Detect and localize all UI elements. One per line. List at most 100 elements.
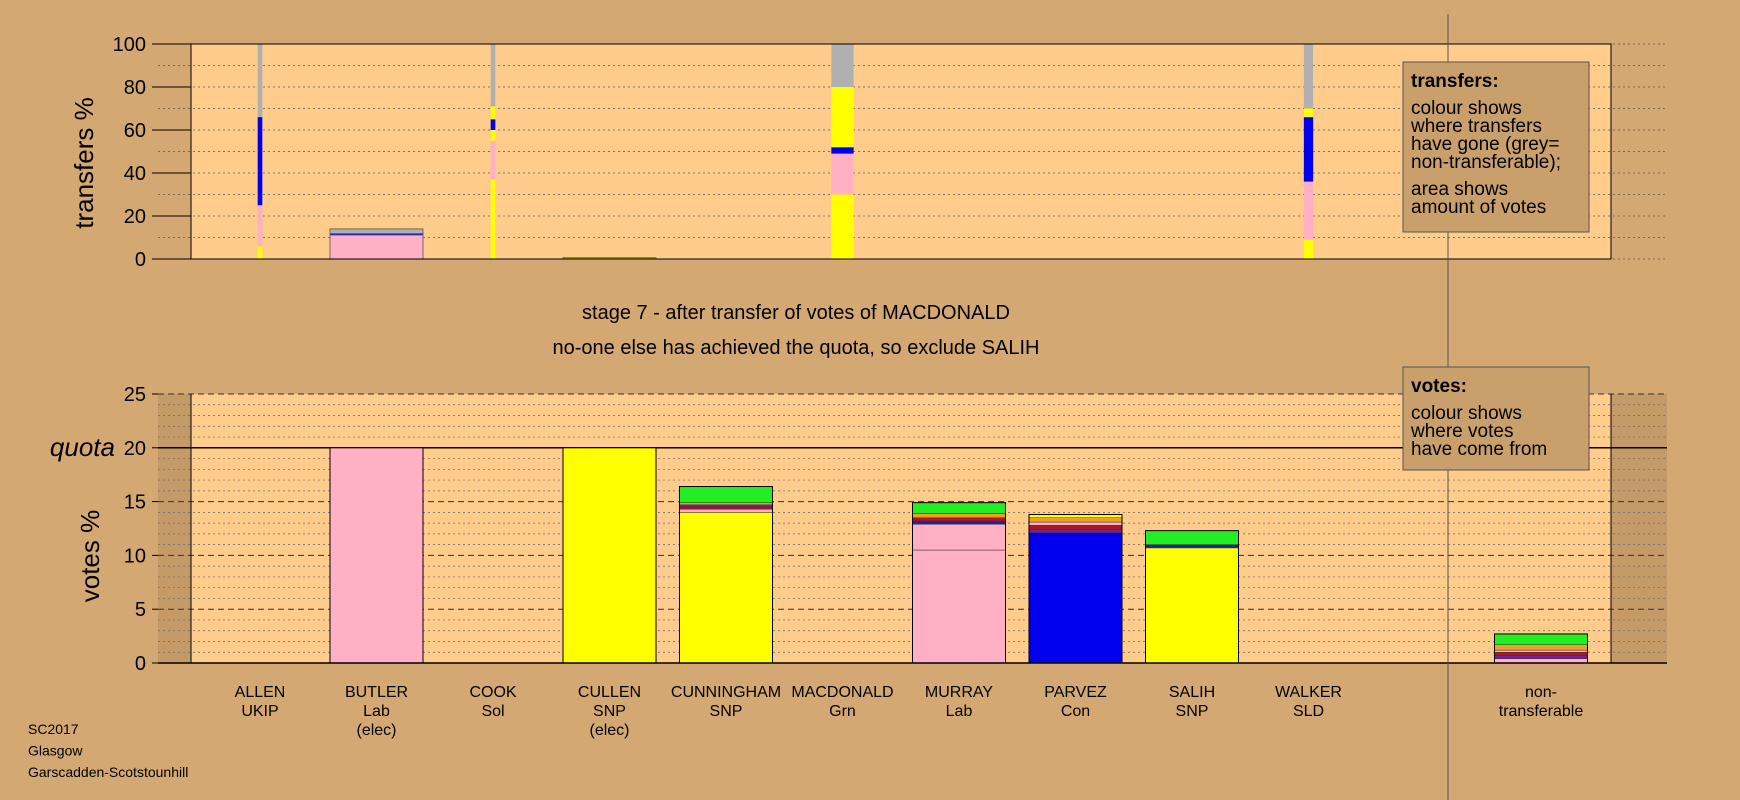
vote-segment-cunningham (679, 506, 773, 510)
vote-segment-murray (912, 549, 1006, 664)
transfer-segment-allen (257, 205, 263, 247)
vote-segment-non (1494, 644, 1588, 651)
vote-segment-parvez (1028, 521, 1123, 526)
transfer-segment-butler (330, 228, 423, 234)
transfer-segment-macdonald (831, 87, 854, 148)
candidate-label: BUTLER (345, 684, 408, 701)
candidate-label: SALIH (1169, 684, 1215, 701)
candidate-label: Lab (946, 703, 973, 720)
transfers-note-line: amount of votes (1411, 197, 1546, 218)
vote-segment-murray (912, 520, 1006, 525)
transfer-segment-walker (1303, 117, 1314, 182)
votes-tick-label: 10 (124, 545, 146, 567)
vote-segment-cunningham (679, 504, 773, 508)
candidate-label: ALLEN (235, 684, 286, 701)
vote-segment-parvez (1028, 532, 1123, 664)
transfers-frame (190, 43, 1612, 260)
transfer-segment-walker (1303, 44, 1314, 109)
votes-right-margin (1611, 394, 1667, 663)
transfers-note-line: area shows (1411, 179, 1508, 200)
candidate-label: SLD (1293, 703, 1324, 720)
vote-segment-cullen (562, 447, 657, 664)
quota-label: quota (50, 432, 115, 462)
transfer-segment-allen (257, 44, 263, 118)
votes-plot-area (191, 394, 1611, 663)
vote-segment-salih (1145, 547, 1239, 664)
candidate-label: SNP (593, 703, 626, 720)
votes-note-title: votes: (1411, 376, 1467, 397)
vote-segment-murray (912, 502, 1006, 514)
candidate-label: (elec) (356, 722, 396, 739)
transfer-segment-cook (490, 106, 496, 120)
vote-segment-parvez (1028, 529, 1123, 534)
footer-line: SC2017 (28, 721, 79, 737)
transfer-segment-macdonald (831, 194, 854, 259)
candidate-label: WALKER (1275, 684, 1342, 701)
votes-tick-label: 5 (135, 599, 146, 621)
transfer-segment-cook (490, 179, 496, 259)
vote-segment-salih (1145, 544, 1239, 549)
transfer-segment-cullen (563, 257, 656, 259)
transfers-note-line: non-transferable); (1411, 152, 1561, 173)
candidate-label: transferable (1499, 703, 1584, 720)
transfer-segment-cook (490, 119, 496, 130)
stage-title: stage 7 - after transfer of votes of MAC… (582, 302, 1010, 324)
transfer-segment-walker (1303, 181, 1314, 240)
vote-segment-cunningham (679, 502, 773, 506)
vote-segment-murray (912, 523, 1006, 551)
vote-segment-non (1494, 655, 1588, 659)
votes-tick-label: 0 (135, 653, 146, 675)
transfers-note-line: have gone (grey= (1411, 134, 1559, 155)
candidate-label: CUNNINGHAM (671, 684, 781, 701)
candidate-label: COOK (469, 684, 516, 701)
vote-segment-murray (912, 513, 1006, 518)
vote-segment-non (1494, 633, 1588, 645)
votes-tick-label: 20 (124, 438, 146, 460)
votes-note-line: have come from (1411, 439, 1547, 460)
transfers-note-line: colour shows (1411, 98, 1522, 119)
candidate-label: Grn (829, 703, 856, 720)
candidate-label: PARVEZ (1044, 684, 1107, 701)
transfer-segment-allen (257, 246, 263, 259)
candidate-label: Lab (363, 703, 390, 720)
transfers-tick-label: 0 (135, 249, 146, 271)
vote-segment-butler (329, 447, 424, 664)
vote-segment-parvez (1028, 517, 1123, 523)
transfer-segment-walker (1303, 239, 1314, 259)
vote-segment-non (1494, 651, 1588, 656)
transfer-segment-macdonald (831, 153, 854, 195)
votes-note-line: colour shows (1411, 403, 1522, 424)
footer-line: Garscadden-Scotstounhill (28, 764, 188, 780)
transfers-tick-label: 60 (124, 120, 146, 142)
transfers-axis-label: transfers % (69, 97, 99, 229)
transfer-segment-walker (1303, 108, 1314, 118)
candidate-label: (elec) (589, 722, 629, 739)
transfers-tick-label: 20 (124, 206, 146, 228)
transfer-segment-butler (330, 235, 423, 259)
stage-subtitle: no-one else has achieved the quota, so e… (553, 337, 1040, 359)
transfers-note-line: where transfers (1410, 116, 1542, 137)
transfer-segment-cook (490, 140, 496, 180)
vote-segment-salih (1145, 530, 1239, 545)
transfers-tick-label: 100 (113, 34, 146, 56)
vote-segment-cunningham (679, 508, 773, 513)
vote-segment-non (1494, 649, 1588, 653)
candidate-label: CULLEN (578, 684, 641, 701)
transfers-note-title: transfers: (1411, 71, 1499, 92)
transfer-segment-macdonald (831, 44, 854, 87)
candidate-label: MURRAY (925, 684, 993, 701)
transfer-segment-cook (490, 130, 496, 141)
candidate-label: non- (1525, 684, 1557, 701)
transfers-tick-label: 80 (124, 77, 146, 99)
candidate-label: Con (1061, 703, 1090, 720)
transfers-tick-label: 40 (124, 163, 146, 185)
votes-note-box (1402, 366, 1590, 471)
vote-segment-parvez (1028, 525, 1123, 530)
votes-tick-label: 15 (124, 492, 146, 514)
candidate-label: MACDONALD (791, 684, 893, 701)
transfer-segment-allen (257, 117, 263, 206)
transfers-note-box (1402, 61, 1590, 233)
vote-segment-cunningham (679, 512, 773, 664)
candidate-label: SNP (1176, 703, 1209, 720)
